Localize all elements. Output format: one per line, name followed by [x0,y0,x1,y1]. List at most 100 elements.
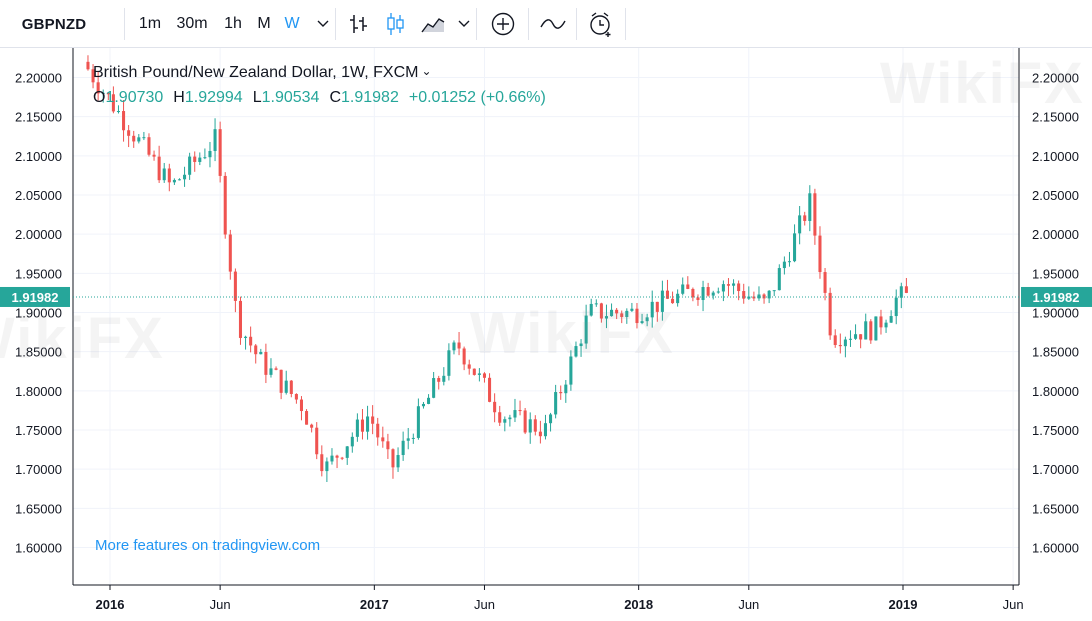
candle-down [518,410,522,412]
alert-clock-icon[interactable] [586,0,616,48]
chevron-down-icon[interactable] [449,0,479,48]
legend-title: British Pound/New Zealand Dollar, 1W, FX… [93,64,419,81]
candle-up [452,342,456,351]
area-chart-icon[interactable] [418,0,448,48]
candle-up [345,446,349,458]
chart-legend[interactable]: British Pound/New Zealand Dollar, 1W, FX… [93,64,432,82]
bar-chart-icon[interactable] [344,0,374,48]
candle-up [767,290,771,299]
candle-down [86,61,90,70]
interval-30m-button[interactable]: 30m [176,15,208,32]
candle-down [238,300,242,338]
candle-up [874,316,878,341]
candle-up [793,233,797,262]
open-value: 1.90730 [105,89,164,106]
candle-up [401,440,405,456]
candle-up [579,343,583,347]
y-tick-label-right: 1.85000 [1032,345,1079,360]
y-tick-label-left: 1.85000 [15,345,62,360]
candle-down [833,335,837,346]
candle-down [467,364,471,369]
candle-up [208,150,212,158]
symbol-search-button[interactable]: GBPNZD [21,15,87,33]
candle-down [122,111,126,131]
candle-down [249,336,253,346]
candle-up [549,414,553,424]
chevron-down-icon[interactable]: ⌄ [421,64,432,78]
candle-down [488,377,492,402]
candle-down [274,368,278,370]
candle-up [350,436,354,447]
interval-1m-button[interactable]: 1m [138,15,162,32]
candle-down [686,284,690,289]
candle-down [671,298,675,304]
candle-down [299,399,303,412]
candle-down [482,373,486,378]
candle-up [503,419,507,423]
candle-up [188,156,192,175]
candle-down [904,286,908,293]
x-tick-label: Jun [474,597,495,612]
y-tick-label-left: 1.90000 [15,306,62,321]
candle-down [228,234,232,272]
candlestick-icon[interactable] [381,0,411,48]
candle-up [864,321,868,340]
candle-up [203,157,207,159]
candle-down [320,454,324,472]
candle-down [340,457,344,459]
candle-up [640,321,644,324]
candle-down [310,424,314,428]
toolbar-divider [476,8,477,40]
candle-up [574,346,578,357]
candle-up [406,438,410,441]
candle-down [132,135,136,142]
interval-month-button[interactable]: M [257,15,271,32]
candle-down [742,291,746,299]
close-value: 1.91982 [341,89,399,106]
candle-down [193,156,197,162]
candle-down [635,308,639,324]
candle-up [676,293,680,304]
candle-up [330,455,334,462]
candle-up [772,290,776,292]
candle-up [798,215,802,234]
candle-up [787,261,791,263]
candle-up [259,351,263,355]
x-tick-label: 2019 [889,597,918,612]
candle-up [477,373,481,375]
candle-up [528,419,532,433]
candle-up [645,317,649,322]
more-features-link[interactable]: More features on tradingview.com [95,537,321,554]
candle-down [726,284,730,286]
candle-up [889,316,893,323]
candle-up [681,284,685,294]
interval-week-button[interactable]: W [284,15,300,32]
y-tick-label-right: 2.15000 [1032,110,1079,125]
y-tick-label-left: 1.75000 [15,423,62,438]
x-tick-label: Jun [738,597,759,612]
candle-down [559,392,563,394]
candle-down [599,303,603,319]
candle-down [538,431,542,437]
candle-up [116,111,120,113]
interval-1h-button[interactable]: 1h [224,15,242,32]
y-tick-label-right: 1.60000 [1032,541,1079,556]
candle-up [325,461,329,472]
candle-up [564,384,568,394]
candle-down [376,423,380,438]
candle-down [737,283,741,292]
candle-down [294,393,298,400]
candle-up [716,291,720,293]
y-tick-label-right: 1.95000 [1032,266,1079,281]
price-chart[interactable]: 2016 Jun 2017 Jun 2018 Jun 2019 Jun 2.20000 2.200… [0,48,1092,621]
candle-down [706,287,710,296]
candle-up [513,410,517,418]
chart-area[interactable]: 2016 Jun 2017 Jun 2018 Jun 2019 Jun 2.20000 2.200… [0,48,1092,621]
chevron-down-icon[interactable] [308,0,338,48]
add-indicator-icon[interactable] [488,0,518,48]
compare-icon[interactable] [538,0,568,48]
candle-up [432,378,436,398]
x-tick-label: 2018 [624,597,653,612]
candle-up [269,368,273,375]
candle-up [213,129,217,151]
